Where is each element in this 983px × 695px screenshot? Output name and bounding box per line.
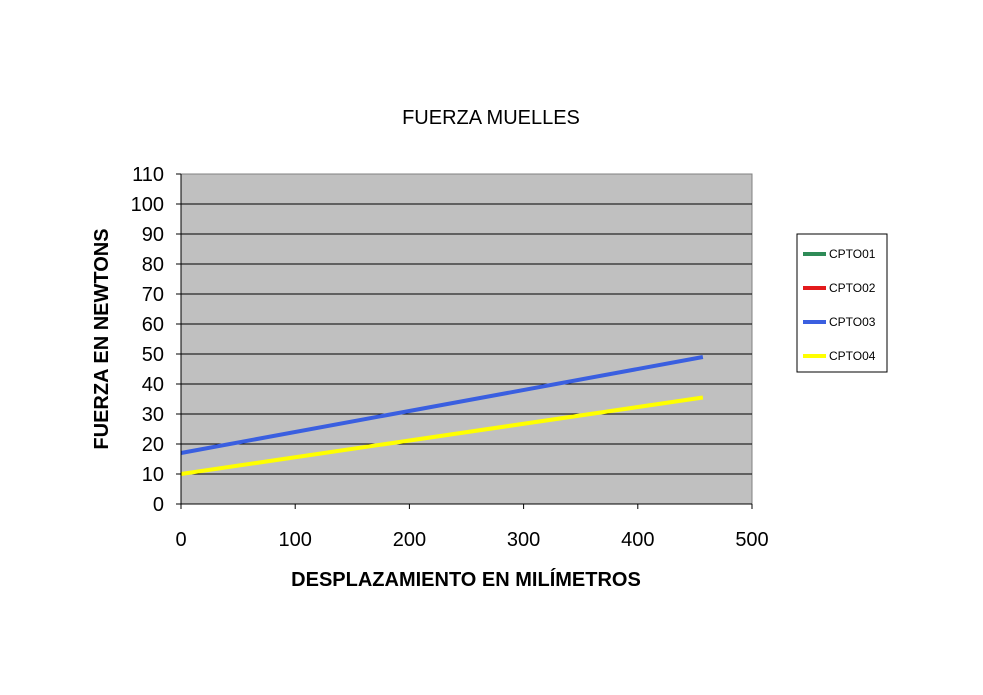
grid-lines	[181, 203, 752, 475]
y-tick-label-11: 110	[132, 164, 164, 186]
legend-label-cpto01: CPTO01	[829, 247, 876, 261]
y-tick-label-2: 20	[142, 434, 164, 456]
y-tick-label-4: 40	[142, 374, 164, 396]
series-layer	[180, 355, 704, 476]
legend: CPTO01 CPTO02 CPTO03 CPTO04	[796, 233, 888, 373]
x-tick-label-3: 300	[507, 529, 540, 551]
x-tick-label-5: 500	[735, 529, 768, 551]
y-tick-label-10: 100	[131, 194, 164, 216]
legend-label-cpto03: CPTO03	[829, 315, 876, 329]
x-tick-label-0: 0	[175, 529, 186, 551]
x-tick-labels: 0 100 200 300 400 500	[175, 504, 769, 551]
y-tick-label-5: 50	[142, 344, 164, 366]
legend-label-cpto04: CPTO04	[829, 349, 876, 363]
y-tick-label-0: 0	[153, 494, 164, 516]
series-line-cpto03	[180, 355, 704, 455]
x-tick-label-4: 400	[621, 529, 654, 551]
y-tick-label-7: 70	[142, 284, 164, 306]
y-tick-label-1: 10	[142, 464, 164, 486]
axes	[180, 174, 752, 505]
x-tick-label-2: 200	[393, 529, 426, 551]
series-line-cpto04	[180, 395, 704, 476]
x-tick-label-1: 100	[279, 529, 312, 551]
y-axis-label: FUERZA EN NEWTONS	[91, 228, 113, 449]
legend-label-cpto02: CPTO02	[829, 281, 876, 295]
legend-box	[796, 233, 888, 373]
y-tick-label-3: 30	[142, 404, 164, 426]
y-tick-label-8: 80	[142, 254, 164, 276]
y-tick-label-6: 60	[142, 314, 164, 336]
plot-area	[180, 173, 753, 505]
chart-title: FUERZA MUELLES	[402, 107, 580, 129]
y-tick-labels: 0 10 20 30 40 50 60 70 80 90 100 110	[131, 164, 181, 516]
x-axis-label: DESPLAZAMIENTO EN MILÍMETROS	[291, 568, 641, 591]
y-tick-label-9: 90	[142, 224, 164, 246]
